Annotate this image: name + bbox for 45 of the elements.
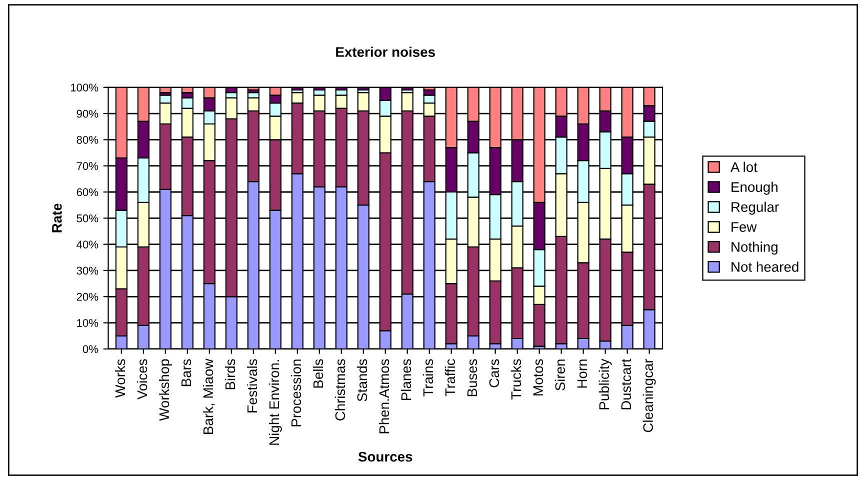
x-tick-label: Works (114, 359, 126, 398)
legend-label: Regular (732, 202, 779, 215)
y-tick-label: 30% (76, 266, 98, 275)
legend-label: Few (732, 222, 757, 232)
x-tick-label: Siren (554, 360, 566, 390)
legend-label: A lot (730, 162, 758, 172)
chart-title: Exterior noises (336, 46, 435, 57)
x-tick-label: Publicity (598, 358, 612, 410)
x-tick-label: Bars (181, 359, 192, 386)
x-tick-label: Trucks (510, 359, 522, 400)
legend-label: Nothing (732, 242, 778, 255)
legend-label: Not heared (732, 262, 798, 272)
x-tick-label: Horn (577, 360, 588, 388)
x-tick-label: Night Environ. (268, 360, 282, 445)
x-tick-label: Cleaningcar (642, 358, 656, 432)
x-tick-label: Trains (422, 359, 434, 396)
x-tick-label: Procession (290, 360, 302, 426)
x-tick-label: Festivals (246, 359, 258, 412)
x-tick-label: Christmas (334, 359, 346, 420)
y-tick-label: 70% (76, 162, 98, 170)
x-tick-label: Stands (356, 359, 368, 402)
x-tick-label: Voices (136, 359, 148, 400)
x-tick-label: Bark, Miaow (202, 358, 215, 434)
y-tick-label: 40% (76, 240, 98, 248)
x-tick-label: Motos (533, 359, 544, 396)
x-tick-label: Buses (467, 359, 478, 396)
x-tick-label: Bells (312, 359, 324, 388)
y-tick-label: 100% (70, 84, 98, 92)
legend-label: Enough (732, 182, 778, 195)
x-axis-title: Sources (358, 452, 412, 462)
y-tick-label: 10% (77, 319, 98, 327)
y-tick-label: 60% (76, 188, 98, 196)
y-tick-label: 90% (76, 110, 98, 118)
y-tick-label: 80% (76, 136, 98, 144)
y-tick-label: 0% (82, 345, 98, 354)
y-tick-label: 20% (76, 292, 98, 301)
x-tick-label: Birds (224, 359, 236, 390)
x-tick-label: Cars (489, 359, 500, 388)
y-axis-title: Rate (52, 204, 62, 232)
y-tick-label: 50% (76, 214, 98, 222)
x-tick-label: Traffic (444, 359, 456, 396)
x-tick-label: Workshop (158, 359, 172, 421)
x-tick-label: Planes (400, 359, 412, 400)
x-tick-label: Phen.Atmos (378, 359, 390, 434)
x-tick-label: Dustcart (621, 358, 632, 410)
